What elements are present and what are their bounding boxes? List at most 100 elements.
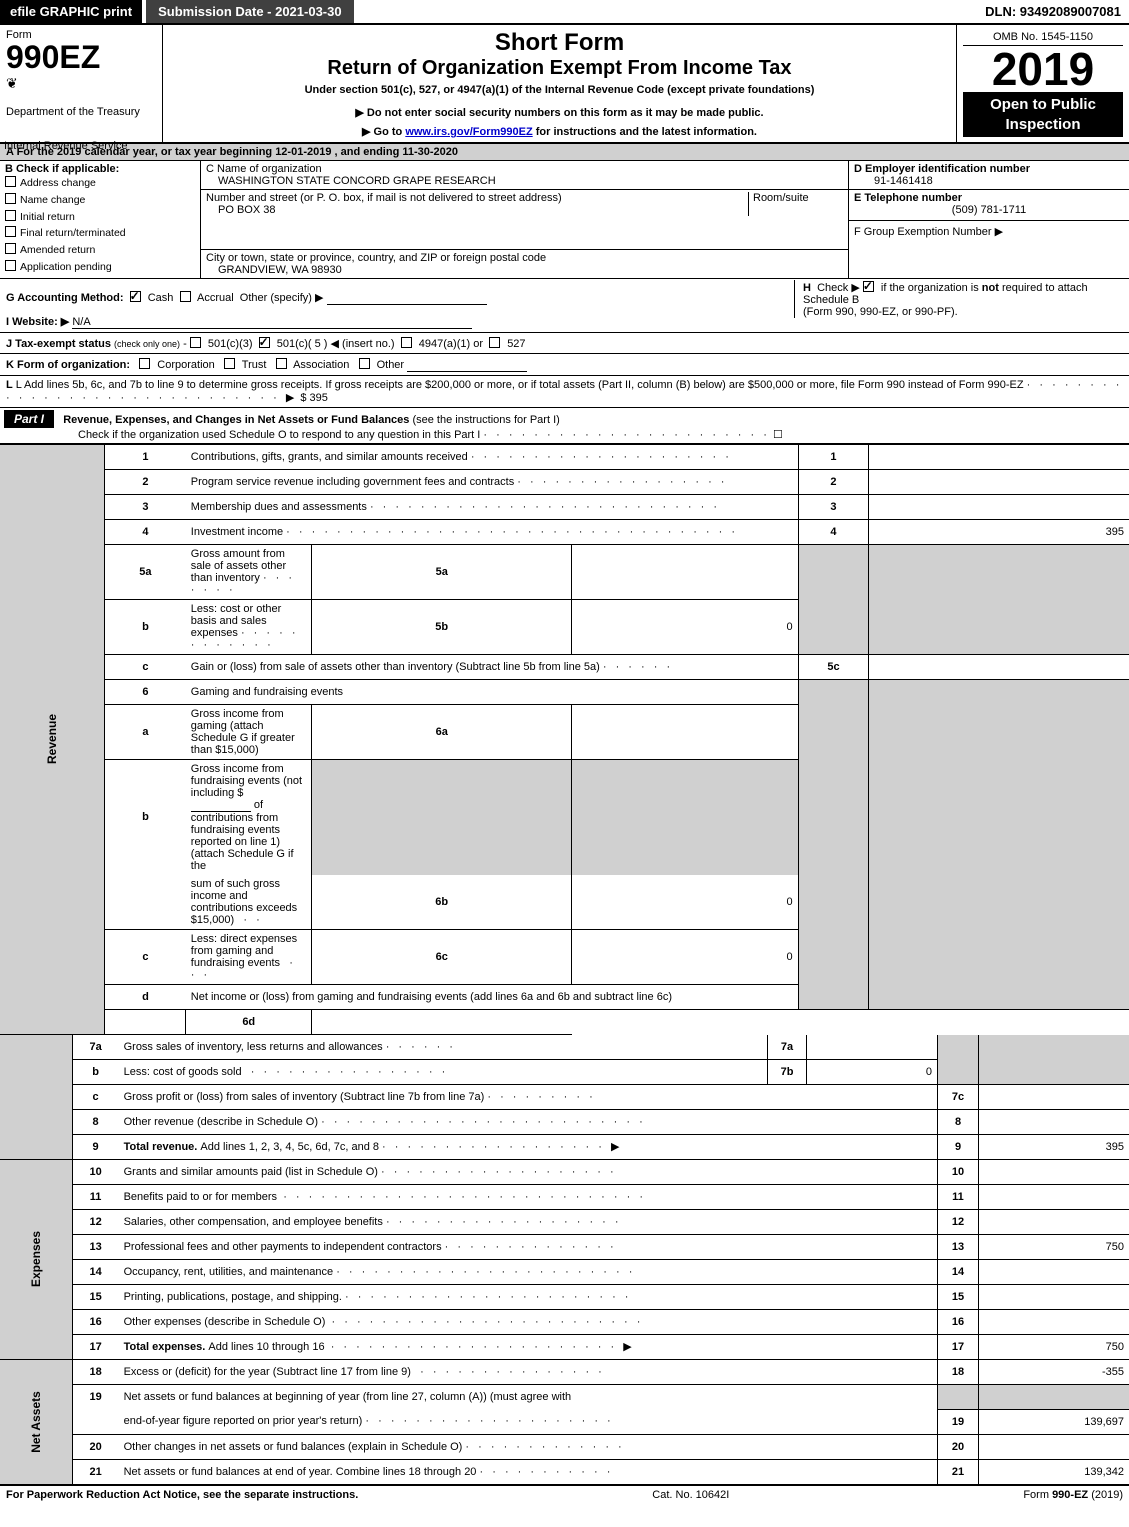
goto-suffix: for instructions and the latest informat… bbox=[536, 126, 757, 138]
chk-name-change[interactable] bbox=[5, 193, 16, 204]
table-row: 13 Professional fees and other payments … bbox=[0, 1234, 1129, 1259]
ln6a-subno: 6a bbox=[312, 704, 572, 759]
ln7c-no: c bbox=[72, 1084, 119, 1109]
dots: · · · · · · · · · · · · · · · · · bbox=[517, 476, 727, 488]
efile-print-button[interactable]: efile GRAPHIC print bbox=[0, 0, 142, 23]
dln-label: DLN: 93492089007081 bbox=[977, 0, 1129, 23]
ln5b-subno: 5b bbox=[312, 599, 572, 654]
ln10-val bbox=[979, 1159, 1129, 1184]
box-d-ein-label: D Employer identification number bbox=[854, 163, 1030, 175]
ln7a-subval bbox=[807, 1035, 938, 1060]
chk-accrual[interactable] bbox=[180, 291, 191, 302]
ln17-cell: 17 bbox=[938, 1334, 979, 1359]
ln16-no: 16 bbox=[72, 1309, 119, 1334]
ln20-cell: 20 bbox=[938, 1434, 979, 1459]
tab-revenue: Revenue bbox=[45, 692, 59, 786]
chk-amended-return[interactable] bbox=[5, 243, 16, 254]
ln9-val: 395 bbox=[979, 1134, 1129, 1159]
irs-link[interactable]: www.irs.gov/Form990EZ bbox=[405, 126, 532, 138]
ln14-cell: 14 bbox=[938, 1259, 979, 1284]
ln3-cell: 3 bbox=[798, 494, 869, 519]
h-not: not bbox=[982, 282, 999, 294]
row-k: K Form of organization: Corporation Trus… bbox=[0, 354, 1129, 376]
chk-final-return[interactable] bbox=[5, 226, 16, 237]
h-label: H bbox=[803, 282, 811, 294]
ln6a-subval bbox=[572, 704, 798, 759]
chk-association[interactable] bbox=[276, 358, 287, 369]
ln6d-val bbox=[312, 1009, 572, 1034]
dots: · · · · · · · · · · · · · · · · · · · · … bbox=[283, 1191, 646, 1203]
ln1-desc: Contributions, gifts, grants, and simila… bbox=[191, 451, 468, 463]
ln1-cell: 1 bbox=[798, 444, 869, 469]
ln6-no: 6 bbox=[105, 679, 186, 704]
table-row: 6 Gaming and fundraising events bbox=[0, 679, 1129, 704]
chk-trust[interactable] bbox=[224, 358, 235, 369]
chk-527[interactable] bbox=[489, 337, 500, 348]
ln21-desc: Net assets or fund balances at end of ye… bbox=[124, 1466, 477, 1478]
ln5c-desc: Gain or (loss) from sale of assets other… bbox=[191, 661, 600, 673]
g-accrual: Accrual bbox=[197, 292, 234, 304]
shade bbox=[938, 1384, 979, 1409]
shade bbox=[979, 1384, 1129, 1409]
ln12-no: 12 bbox=[72, 1209, 119, 1234]
part1-check-box[interactable]: ☐ bbox=[773, 429, 783, 441]
ssn-warning: ▶ Do not enter social security numbers o… bbox=[169, 106, 950, 119]
shade bbox=[312, 759, 572, 875]
opt-final-return: Final return/terminated bbox=[20, 227, 126, 239]
opt-address-change: Address change bbox=[20, 177, 96, 189]
ln18-desc: Excess or (deficit) for the year (Subtra… bbox=[124, 1366, 411, 1378]
org-name: WASHINGTON STATE CONCORD GRAPE RESEARCH bbox=[206, 175, 496, 187]
i-label: I Website: ▶ bbox=[6, 316, 69, 328]
chk-h-not-required[interactable] bbox=[863, 281, 874, 292]
ln19-no: 19 bbox=[72, 1384, 119, 1409]
chk-4947[interactable] bbox=[401, 337, 412, 348]
ln8-cell: 8 bbox=[938, 1109, 979, 1134]
top-bar: efile GRAPHIC print Submission Date - 20… bbox=[0, 0, 1129, 25]
ln2-desc: Program service revenue including govern… bbox=[191, 476, 514, 488]
ln9-no: 9 bbox=[72, 1134, 119, 1159]
ln18-cell: 18 bbox=[938, 1359, 979, 1384]
ln17-desc2: Add lines 10 through 16 bbox=[208, 1341, 324, 1353]
ln3-val bbox=[869, 494, 1129, 519]
chk-application-pending[interactable] bbox=[5, 260, 16, 271]
room-suite-label: Room/suite bbox=[753, 192, 809, 204]
ln13-val: 750 bbox=[979, 1234, 1129, 1259]
part1-header: Part I Revenue, Expenses, and Changes in… bbox=[0, 408, 1129, 444]
box-c-street-label: Number and street (or P. O. box, if mail… bbox=[206, 192, 562, 204]
opt-name-change: Name change bbox=[20, 194, 85, 206]
chk-501c3[interactable] bbox=[190, 337, 201, 348]
return-title: Return of Organization Exempt From Incom… bbox=[169, 57, 950, 80]
box-h: H Check ▶ if the organization is not req… bbox=[794, 280, 1123, 318]
chk-cash[interactable] bbox=[130, 291, 141, 302]
footer-mid: Cat. No. 10642I bbox=[652, 1489, 729, 1501]
ln19-desc2: end-of-year figure reported on prior yea… bbox=[124, 1415, 363, 1427]
ln5c-cell: 5c bbox=[798, 654, 869, 679]
table-row: 21 Net assets or fund balances at end of… bbox=[0, 1459, 1129, 1484]
table-row: 14 Occupancy, rent, utilities, and maint… bbox=[0, 1259, 1129, 1284]
chk-corporation[interactable] bbox=[139, 358, 150, 369]
city-value: GRANDVIEW, WA 98930 bbox=[206, 264, 342, 276]
table-row: Revenue 1 Contributions, gifts, grants, … bbox=[0, 444, 1129, 469]
submission-date-button[interactable]: Submission Date - 2021-03-30 bbox=[146, 0, 354, 23]
table-row: 5a Gross amount from sale of assets othe… bbox=[0, 544, 1129, 599]
table-row: 4 Investment income · · · · · · · · · · … bbox=[0, 519, 1129, 544]
chk-initial-return[interactable] bbox=[5, 210, 16, 221]
box-c-name-label: C Name of organization bbox=[206, 163, 322, 175]
chk-other-org[interactable] bbox=[359, 358, 370, 369]
page-footer: For Paperwork Reduction Act Notice, see … bbox=[0, 1485, 1129, 1504]
ln16-val bbox=[979, 1309, 1129, 1334]
goto-prefix: ▶ Go to bbox=[362, 126, 405, 138]
ln5a-no: 5a bbox=[105, 544, 186, 599]
chk-501c[interactable] bbox=[259, 337, 270, 348]
ln20-no: 20 bbox=[72, 1434, 119, 1459]
dots: · · · · · · · · · · · · · · · · · · ▶ bbox=[382, 1141, 622, 1153]
ln6d-no: d bbox=[105, 984, 186, 1009]
k-corp: Corporation bbox=[157, 359, 214, 371]
footer-form-no: 990-EZ bbox=[1052, 1489, 1088, 1501]
h-text4: (Form 990, 990-EZ, or 990-PF). bbox=[803, 306, 958, 318]
ln19-cell: 19 bbox=[938, 1409, 979, 1434]
chk-address-change[interactable] bbox=[5, 176, 16, 187]
box-b-label: B Check if applicable: bbox=[5, 163, 119, 175]
k-trust: Trust bbox=[242, 359, 267, 371]
row-g-h: H Check ▶ if the organization is not req… bbox=[0, 279, 1129, 333]
